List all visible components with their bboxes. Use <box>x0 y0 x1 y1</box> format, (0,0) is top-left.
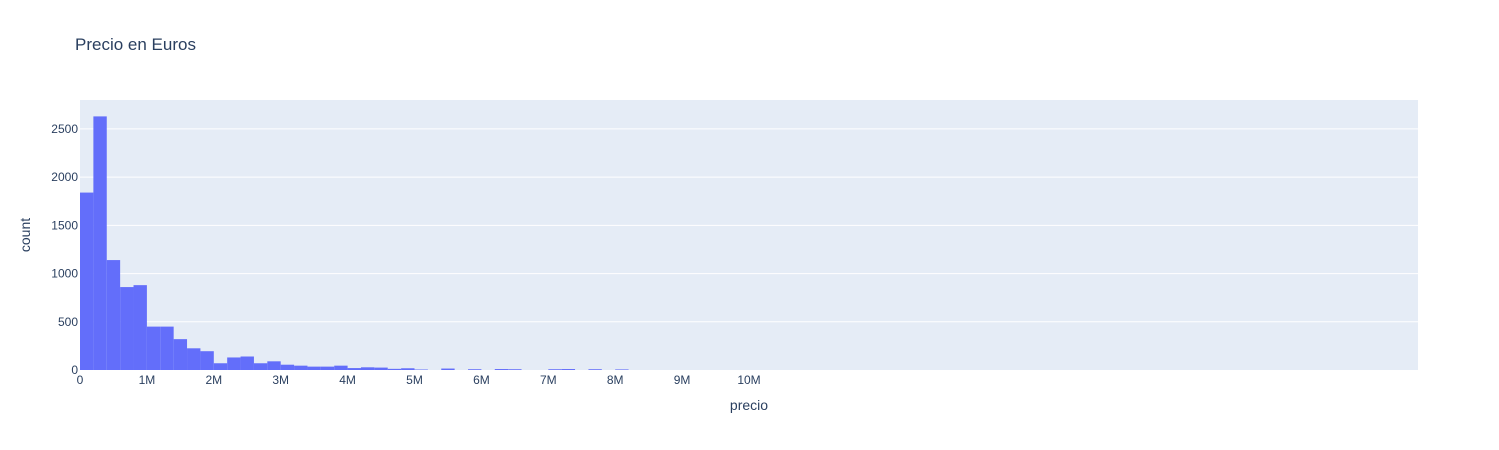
x-tick-label: 2M <box>205 373 222 387</box>
histogram-bar <box>334 365 348 370</box>
x-tick-label: 5M <box>406 373 423 387</box>
histogram-bar <box>240 356 254 370</box>
x-tick-labels: 0 1M 2M 3M 4M 5M 6M 7M 8M 9M 10M <box>77 373 761 387</box>
histogram-bar <box>200 351 214 370</box>
histogram-bar <box>588 369 602 370</box>
histogram-bar <box>80 192 94 370</box>
histogram-bar <box>173 339 188 370</box>
histogram-bar <box>441 368 455 370</box>
x-tick-label: 10M <box>737 373 760 387</box>
histogram-bar <box>146 326 161 370</box>
gridlines <box>80 128 1418 323</box>
histogram-bar <box>294 365 308 370</box>
histogram-bar <box>227 357 241 370</box>
histogram-bar <box>187 348 201 370</box>
x-tick-label: 4M <box>339 373 356 387</box>
x-tick-label: 9M <box>674 373 691 387</box>
histogram-bar <box>387 368 402 370</box>
histogram-bar <box>401 368 415 370</box>
histogram-bar <box>374 367 388 370</box>
x-tick-label: 8M <box>607 373 624 387</box>
x-tick-label: 7M <box>540 373 557 387</box>
bars <box>80 116 629 371</box>
histogram-bar <box>120 287 134 370</box>
plot-background <box>80 100 1418 370</box>
histogram-bar <box>548 369 562 370</box>
y-tick-labels: 0 500 1000 1500 2000 2500 <box>51 122 78 377</box>
x-tick-label: 1M <box>139 373 156 387</box>
histogram-bar <box>160 326 174 370</box>
y-tick-label: 2000 <box>51 170 78 184</box>
histogram-bar <box>468 369 482 370</box>
histogram-bar <box>615 369 629 370</box>
x-tick-label: 6M <box>473 373 490 387</box>
histogram-bar <box>494 369 509 370</box>
histogram-bar <box>133 285 147 370</box>
histogram-bar <box>347 368 361 370</box>
x-axis-title: precio <box>730 397 768 413</box>
histogram-bar <box>280 364 295 370</box>
histogram-bar <box>267 361 281 370</box>
chart-title: Precio en Euros <box>75 35 196 54</box>
y-tick-label: 1000 <box>51 267 78 281</box>
histogram-bar <box>253 363 268 370</box>
y-tick-label: 500 <box>58 315 78 329</box>
histogram-bar <box>320 366 335 370</box>
histogram-bar <box>307 366 321 370</box>
y-axis-title: count <box>17 218 33 252</box>
histogram-bar <box>508 369 522 370</box>
x-tick-label: 3M <box>272 373 289 387</box>
histogram-bar <box>360 367 375 370</box>
x-tick-label: 0 <box>77 373 84 387</box>
histogram-bar <box>213 363 228 370</box>
histogram-bar <box>93 116 107 371</box>
histogram-bar <box>561 369 576 370</box>
y-tick-label: 1500 <box>51 218 78 232</box>
y-tick-label: 0 <box>71 363 78 377</box>
histogram-bar <box>106 260 121 370</box>
y-tick-label: 2500 <box>51 122 78 136</box>
